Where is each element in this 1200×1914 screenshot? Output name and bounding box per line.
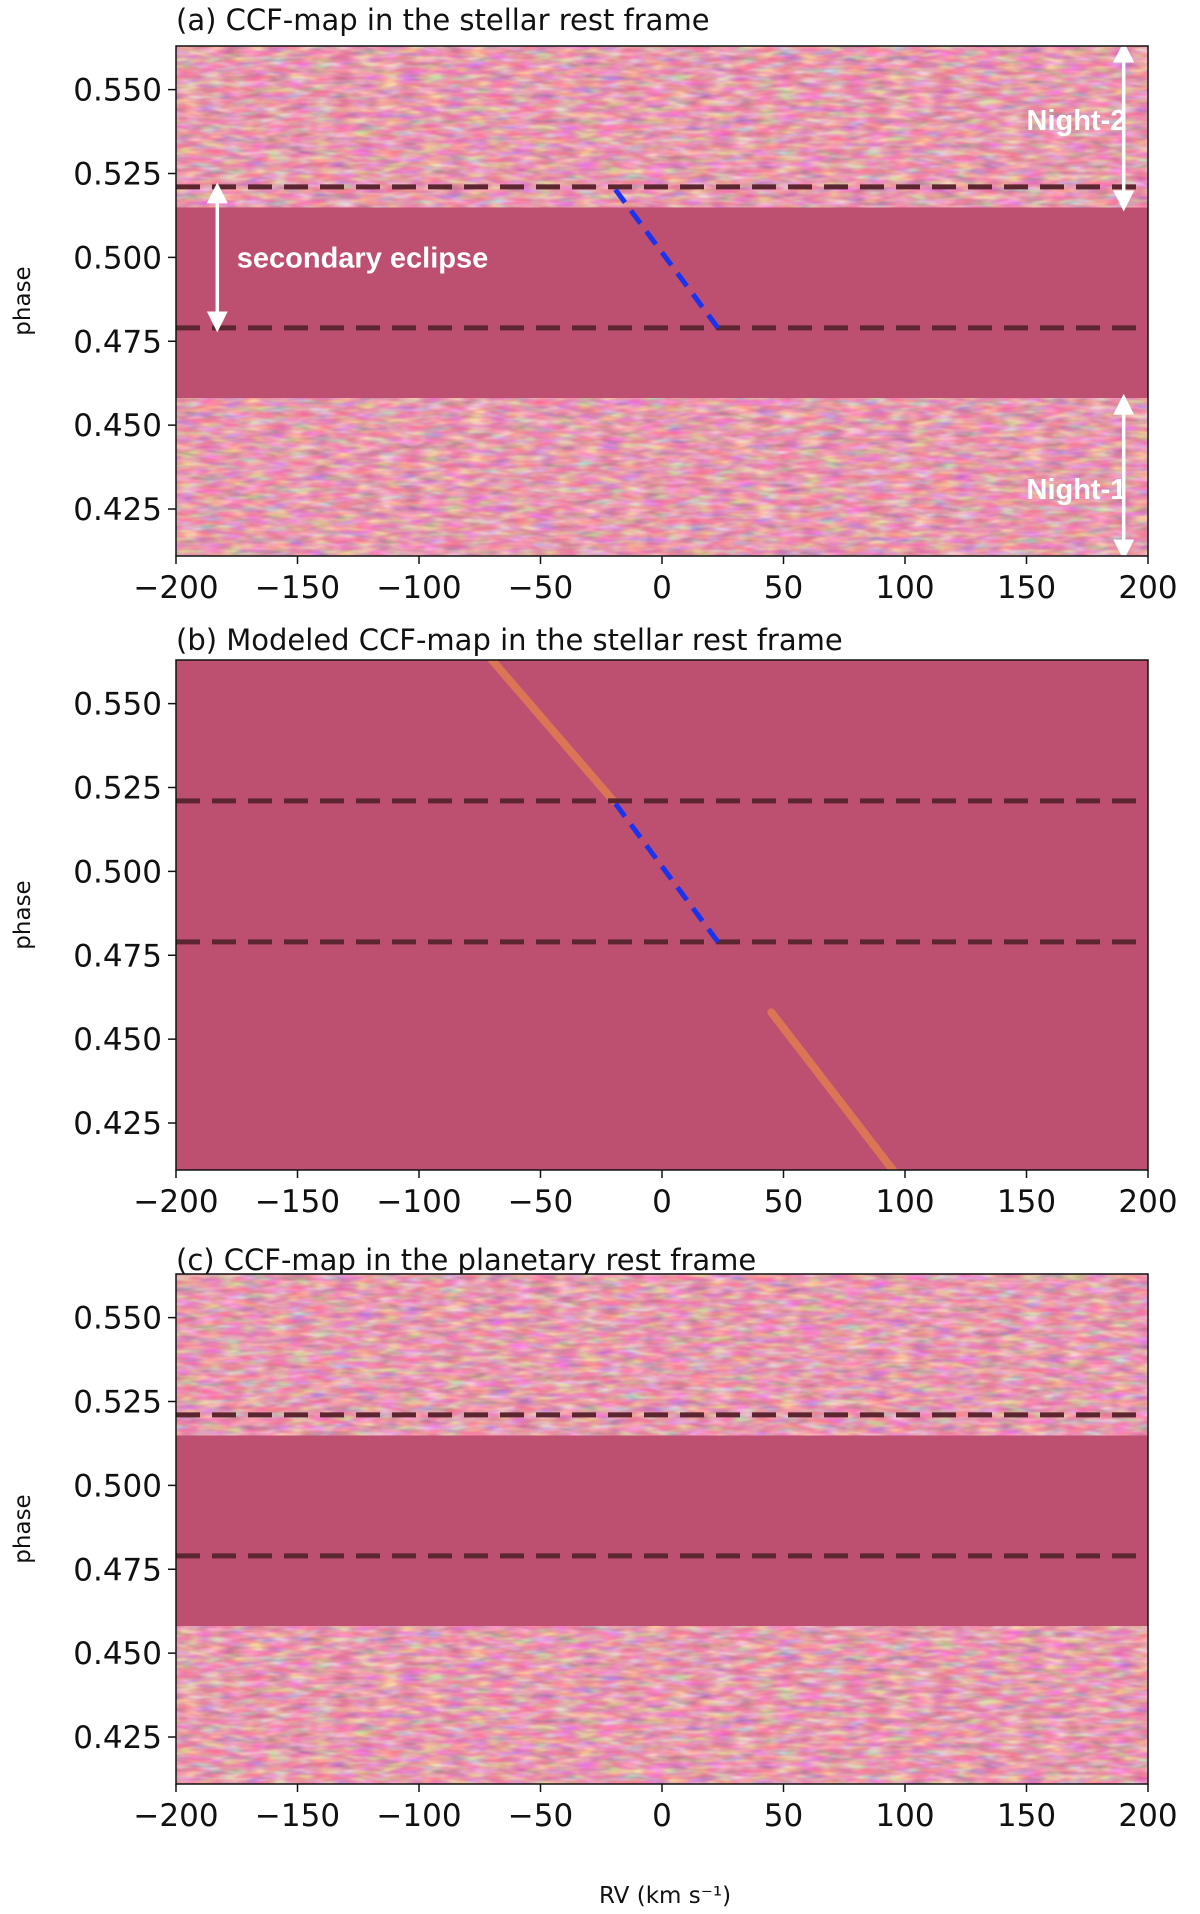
annotation-label-2: Night-2 [1027, 105, 1127, 137]
y-tick-label: 0.500 [73, 240, 162, 276]
x-tick-label: −50 [508, 1798, 573, 1834]
y-tick-label: 0.525 [73, 771, 162, 807]
x-tick-label: −50 [508, 1184, 573, 1220]
y-tick-label: 0.550 [73, 1301, 162, 1337]
x-tick-label: 150 [997, 1184, 1056, 1220]
x-tick-label: 50 [764, 570, 803, 606]
plot-area [176, 46, 1148, 556]
panel-b-plot: −200 −150 −100 −50 0 50 100 150 200 0.425 0.450 0.4… [10, 659, 1178, 1220]
panel-b-title: (b) Modeled CCF-map in the stellar rest … [176, 623, 843, 657]
y-tick-label: 0.525 [73, 1385, 162, 1421]
x-tick-label: −150 [255, 570, 340, 606]
x-tick-label: 100 [875, 1798, 934, 1834]
annotation-label-3: Night-1 [1027, 474, 1127, 506]
signal-streak-2 [767, 1008, 897, 1170]
x-tick-label: −150 [255, 1184, 340, 1220]
panel-b: (b) Modeled CCF-map in the stellar rest … [10, 623, 1178, 1220]
y-axis-label: phase [10, 880, 36, 949]
x-tick-label: −200 [133, 1184, 218, 1220]
y-tick-label: 0.450 [73, 408, 162, 444]
y-tick-label: 0.475 [73, 1552, 162, 1588]
x-tick-label: 50 [764, 1184, 803, 1220]
x-tick-label: 150 [997, 1798, 1056, 1834]
x-tick-label: −150 [255, 1798, 340, 1834]
y-tick-label: 0.475 [73, 324, 162, 360]
panel-c-plot: −200 −150 −100 −50 0 50 100 150 200 0.425 0.450 0.4… [10, 1273, 1178, 1834]
x-tick-label: −100 [376, 1184, 461, 1220]
noise-band-1 [176, 398, 1148, 556]
x-tick-label: 0 [652, 1798, 672, 1834]
panel-a-title: (a) CCF-map in the stellar rest frame [176, 3, 710, 37]
y-tick-label: 0.425 [73, 1720, 162, 1756]
x-tick-label: 0 [652, 570, 672, 606]
noise-band-1 [176, 1626, 1148, 1784]
noise-band-2 [176, 1274, 1148, 1436]
model-track-line [611, 185, 720, 330]
y-tick-label: 0.450 [73, 1022, 162, 1058]
x-tick-label: 200 [1118, 570, 1177, 606]
x-tick-label: −50 [508, 570, 573, 606]
plot-background [176, 660, 1148, 1170]
x-tick-label: 200 [1118, 1798, 1177, 1834]
panel-a: (a) CCF-map in the stellar rest frame se… [10, 3, 1178, 606]
x-tick-label: 100 [875, 570, 934, 606]
x-tick-label: 150 [997, 570, 1056, 606]
noise-band-2 [176, 46, 1148, 208]
y-tick-label: 0.500 [73, 854, 162, 890]
y-tick-label: 0.450 [73, 1636, 162, 1672]
panel-c: (c) CCF-map in the planetary rest frame … [10, 1243, 1178, 1834]
panel-c-title: (c) CCF-map in the planetary rest frame [176, 1243, 756, 1277]
y-tick-label: 0.475 [73, 938, 162, 974]
y-tick-label: 0.425 [73, 1106, 162, 1142]
x-tick-label: 50 [764, 1798, 803, 1834]
plot-area [176, 660, 1148, 1170]
plot-area [176, 1274, 1148, 1784]
x-tick-label: −200 [133, 1798, 218, 1834]
y-axis-label: phase [10, 1494, 36, 1563]
annotation-label-1: secondary eclipse [237, 242, 488, 274]
y-tick-label: 0.425 [73, 492, 162, 528]
x-tick-label: 200 [1118, 1184, 1177, 1220]
y-axis-label: phase [10, 266, 36, 335]
x-tick-label: −200 [133, 570, 218, 606]
x-tick-label: 0 [652, 1184, 672, 1220]
x-axis-label: RV (km s⁻¹) [599, 1883, 731, 1909]
x-tick-label: 100 [875, 1184, 934, 1220]
x-tick-label: −100 [376, 570, 461, 606]
signal-streak-1 [487, 660, 618, 805]
model-track-line [611, 799, 720, 944]
y-tick-label: 0.500 [73, 1468, 162, 1504]
y-tick-label: 0.550 [73, 687, 162, 723]
x-tick-label: −100 [376, 1798, 461, 1834]
y-tick-label: 0.525 [73, 157, 162, 193]
y-tick-label: 0.550 [73, 73, 162, 109]
